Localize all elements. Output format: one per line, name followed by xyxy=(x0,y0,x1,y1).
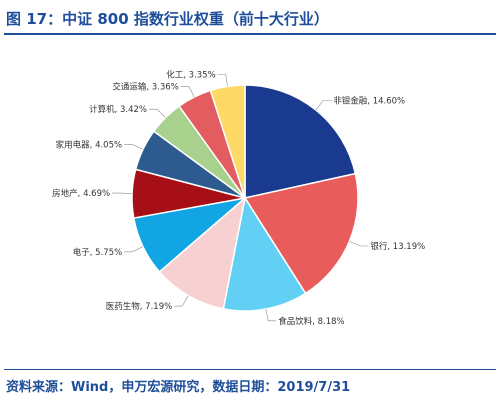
pie-slices xyxy=(131,84,359,312)
leader-line-1 xyxy=(349,241,369,247)
leader-line-0 xyxy=(315,100,332,111)
slice-label-4: 电子, 5.75% xyxy=(73,247,122,258)
figure-title: 图 17：中证 800 指数行业权重（前十大行业） xyxy=(6,10,329,28)
title-rule xyxy=(4,33,496,35)
slice-label-6: 家用电器, 4.05% xyxy=(56,139,122,150)
source-rule xyxy=(4,369,496,370)
slice-label-2: 食品饮料, 8.18% xyxy=(278,316,344,327)
figure-source: 资料来源：Wind，申万宏源研究，数据日期：2019/7/31 xyxy=(6,380,351,395)
leader-line-6 xyxy=(124,144,144,150)
slice-0 xyxy=(244,84,357,199)
leader-line-4 xyxy=(124,246,144,253)
slice-label-3: 医药生物, 7.19% xyxy=(106,301,172,312)
slice-label-5: 房地产, 4.69% xyxy=(52,188,110,199)
leader-line-9 xyxy=(217,74,228,87)
leader-line-3 xyxy=(174,295,189,307)
leader-line-5 xyxy=(112,192,133,194)
leader-line-8 xyxy=(180,85,195,98)
leader-line-7 xyxy=(149,108,166,118)
pie-chart: 非银金融, 14.60% 银行, 13.19% 食品饮料, 8.18% 医药生物, 7… xyxy=(52,70,425,327)
slice-label-9: 化工, 3.35% xyxy=(166,70,215,81)
slice-labels: 非银金融, 14.60% 银行, 13.19% 食品饮料, 8.18% 医药生物, 7… xyxy=(52,70,425,327)
slice-label-1: 银行, 13.19% xyxy=(370,241,425,252)
slice-3 xyxy=(158,196,247,310)
slice-label-8: 交通运输, 3.36% xyxy=(112,81,178,92)
leader-line-2 xyxy=(265,308,277,322)
slice-label-0: 非银金融, 14.60% xyxy=(333,96,405,107)
label-leader-lines xyxy=(112,74,369,322)
slice-label-7: 计算机, 3.42% xyxy=(89,104,147,115)
